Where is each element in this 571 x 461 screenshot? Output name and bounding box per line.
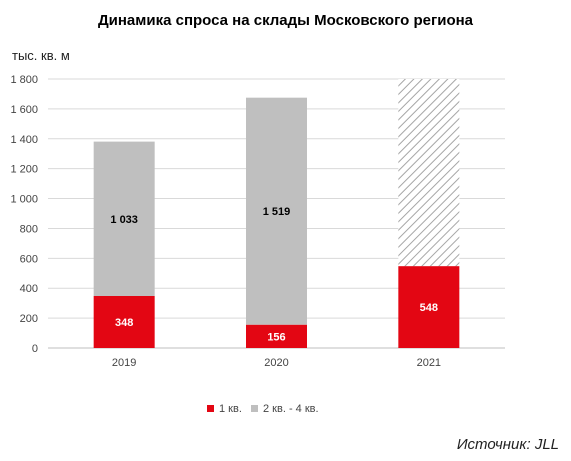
bar-segment — [93, 141, 155, 296]
legend-swatch — [207, 405, 214, 412]
data-label: 1 033 — [110, 214, 138, 226]
bar-segment — [93, 295, 155, 348]
legend: 1 кв. 2 кв. - 4 кв. — [207, 403, 319, 415]
y-tick-label: 1 200 — [10, 164, 38, 176]
y-tick-label: 400 — [20, 283, 38, 295]
y-axis-ticks: 0 200 400 600 800 1 000 1 200 1 400 1 600 1 800 — [10, 74, 38, 355]
bar-segment — [246, 324, 307, 348]
data-label: 156 — [267, 331, 285, 343]
x-tick-label: 2021 — [417, 357, 441, 369]
data-label: 1 519 — [263, 206, 291, 218]
x-tick-label: 2020 — [264, 357, 288, 369]
y-tick-label: 1 600 — [10, 104, 38, 116]
data-label: 348 — [115, 317, 133, 329]
data-label: 548 — [420, 302, 438, 314]
legend-entry: 2 кв. - 4 кв. — [263, 403, 319, 415]
chart-title: Динамика спроса на склады Московского ре… — [97, 12, 474, 29]
bar-segment — [246, 97, 307, 325]
y-tick-label: 600 — [20, 253, 38, 265]
x-tick-label: 2019 — [112, 357, 136, 369]
y-axis-unit-label: тыс. кв. м — [12, 48, 70, 63]
legend-swatch — [251, 405, 258, 412]
legend-entry: 1 кв. — [219, 403, 242, 415]
x-axis-ticks: 2019 2020 2021 — [112, 357, 441, 369]
source-note: Источник: JLL — [456, 436, 559, 453]
y-tick-label: 0 — [32, 343, 38, 355]
bar-segment — [398, 266, 460, 348]
y-tick-label: 1 000 — [10, 194, 38, 206]
y-tick-label: 800 — [20, 223, 38, 235]
y-tick-label: 1 400 — [10, 134, 38, 146]
bars: 348 1 033 156 1 519 548 — [93, 79, 460, 348]
bar-segment-forecast — [398, 79, 460, 267]
y-tick-label: 1 800 — [10, 74, 38, 86]
y-tick-label: 200 — [20, 313, 38, 325]
